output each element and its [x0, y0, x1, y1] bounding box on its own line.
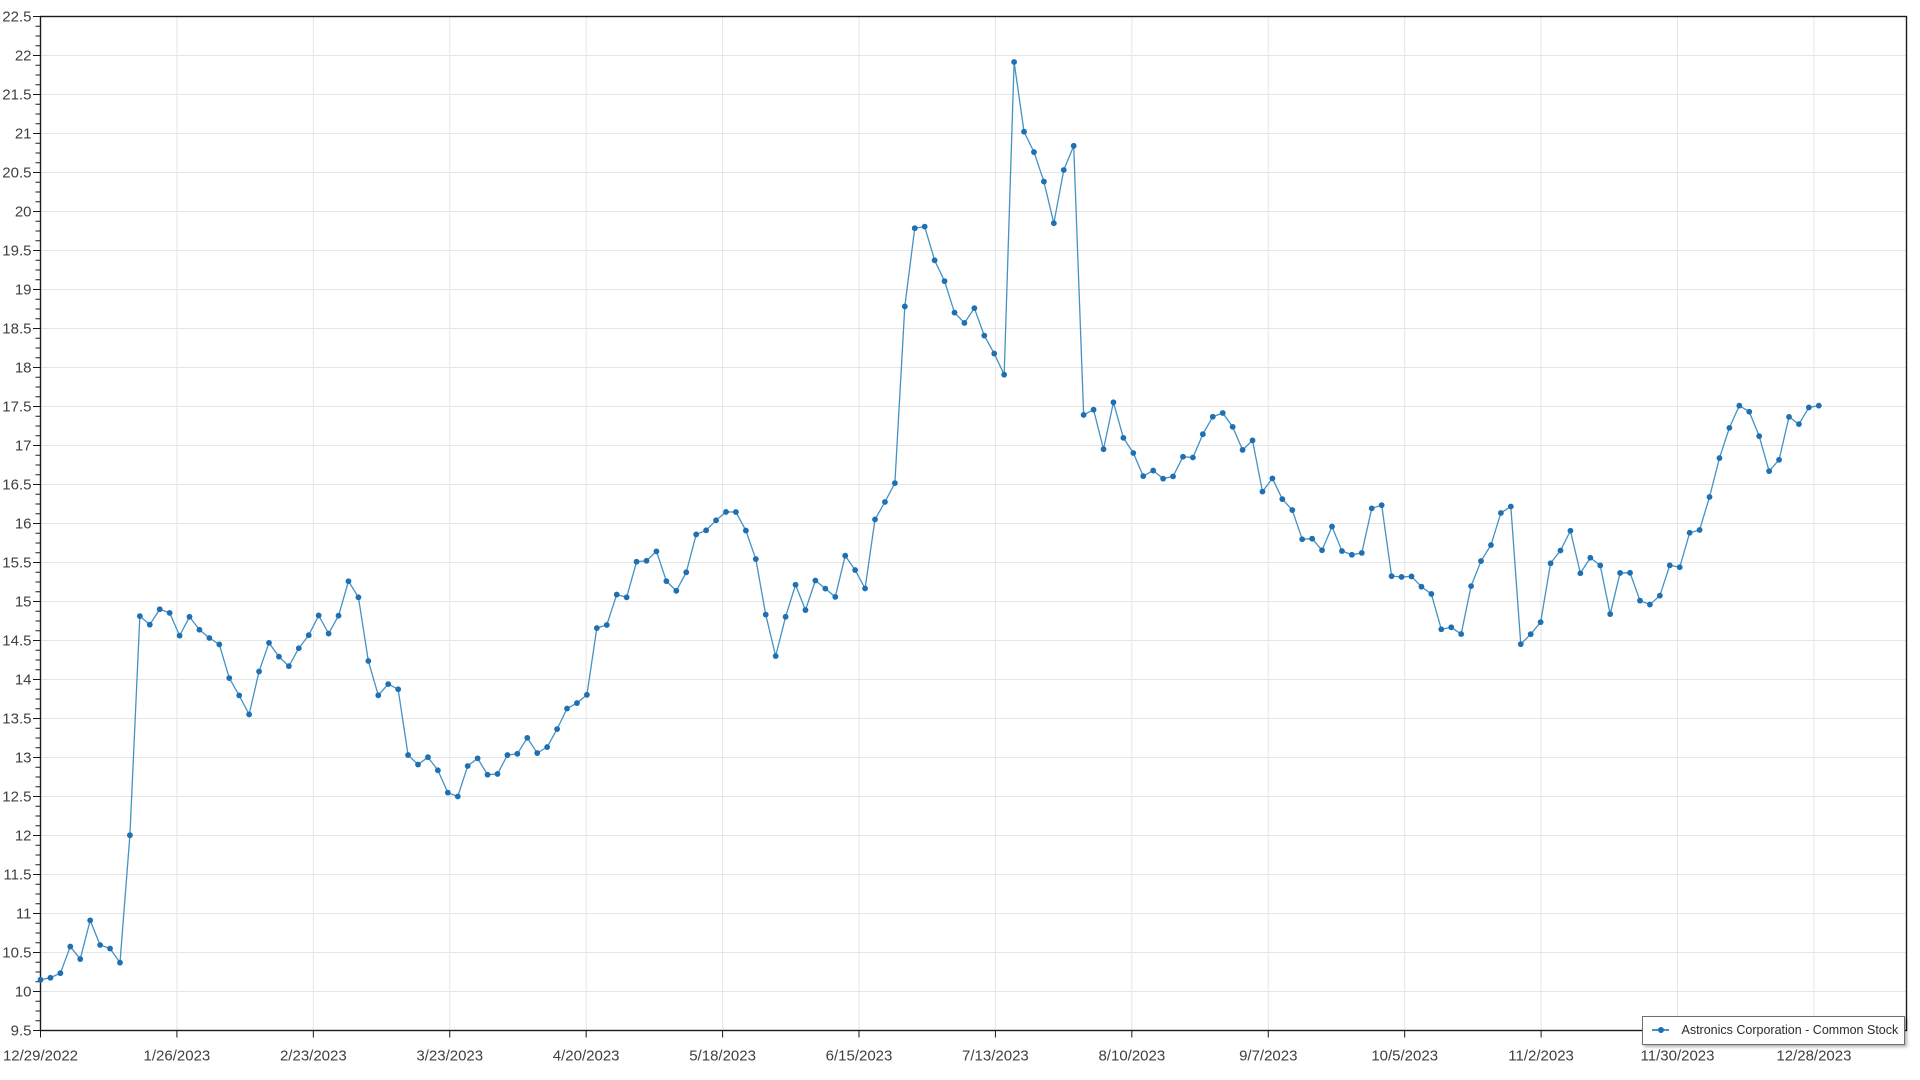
- svg-text:19.5: 19.5: [2, 243, 31, 260]
- svg-text:9.5: 9.5: [11, 1023, 32, 1040]
- svg-text:16: 16: [15, 516, 32, 533]
- svg-text:8/10/2023: 8/10/2023: [1098, 1048, 1165, 1065]
- svg-text:15.5: 15.5: [2, 555, 31, 572]
- svg-text:21.5: 21.5: [2, 87, 31, 104]
- svg-text:15: 15: [15, 594, 32, 611]
- svg-text:12/28/2023: 12/28/2023: [1776, 1048, 1851, 1065]
- svg-text:7/13/2023: 7/13/2023: [962, 1048, 1029, 1065]
- svg-text:10/5/2023: 10/5/2023: [1371, 1048, 1438, 1065]
- svg-text:14.5: 14.5: [2, 633, 31, 650]
- svg-text:12: 12: [15, 828, 32, 845]
- svg-text:1/26/2023: 1/26/2023: [144, 1048, 211, 1065]
- svg-text:3/23/2023: 3/23/2023: [416, 1048, 483, 1065]
- svg-text:13: 13: [15, 750, 32, 767]
- svg-text:11.5: 11.5: [3, 867, 31, 884]
- svg-text:11/30/2023: 11/30/2023: [1641, 1048, 1715, 1065]
- svg-text:2/23/2023: 2/23/2023: [280, 1048, 347, 1065]
- svg-text:4/20/2023: 4/20/2023: [553, 1048, 620, 1065]
- svg-text:21: 21: [15, 126, 32, 143]
- svg-text:6/15/2023: 6/15/2023: [826, 1048, 893, 1065]
- svg-text:22.5: 22.5: [2, 9, 31, 26]
- svg-text:19: 19: [15, 282, 32, 299]
- svg-text:12/29/2022: 12/29/2022: [3, 1048, 78, 1065]
- svg-text:13.5: 13.5: [2, 711, 31, 728]
- svg-text:18: 18: [15, 360, 32, 377]
- svg-text:9/7/2023: 9/7/2023: [1239, 1048, 1297, 1065]
- svg-text:12.5: 12.5: [2, 789, 31, 806]
- svg-text:20: 20: [15, 204, 32, 221]
- svg-text:17.5: 17.5: [2, 399, 31, 416]
- svg-text:20.5: 20.5: [2, 165, 31, 182]
- svg-text:5/18/2023: 5/18/2023: [689, 1048, 756, 1065]
- svg-text:11: 11: [16, 906, 32, 923]
- svg-text:11/2/2023: 11/2/2023: [1508, 1048, 1574, 1065]
- svg-text:16.5: 16.5: [2, 477, 31, 494]
- svg-text:22: 22: [15, 48, 32, 65]
- svg-text:10: 10: [15, 984, 32, 1001]
- svg-text:17: 17: [15, 438, 32, 455]
- svg-text:14: 14: [15, 672, 32, 689]
- svg-text:10.5: 10.5: [2, 945, 31, 962]
- svg-text:18.5: 18.5: [2, 321, 31, 338]
